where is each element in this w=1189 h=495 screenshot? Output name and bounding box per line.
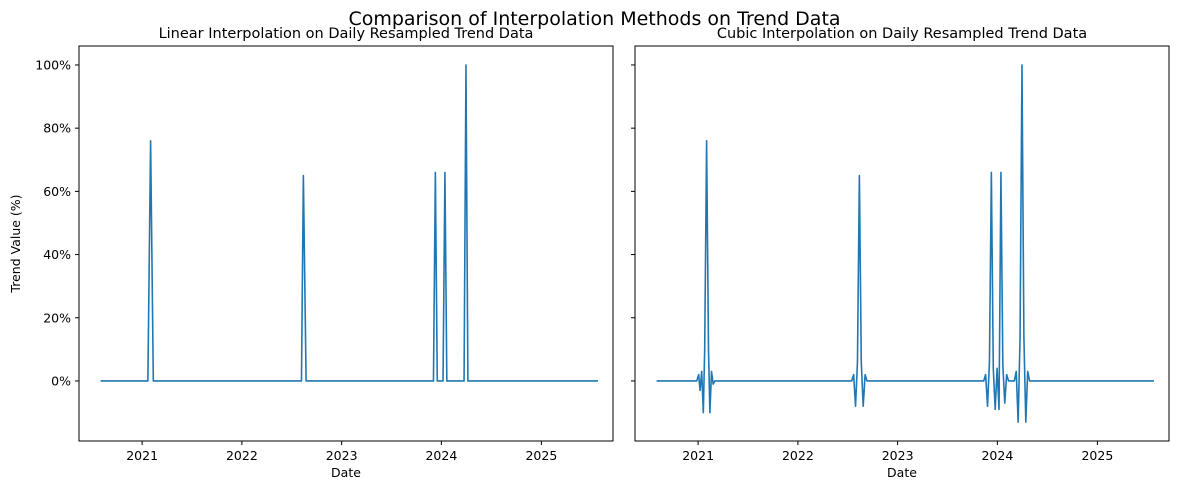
axes-frame [634,45,1170,442]
x-tick-label: 2025 [1081,448,1113,463]
x-tick-label: 2021 [682,448,714,463]
chart-panel-1: 2021 2022 2023 2024 2025 0% 20% 40% 60% 80% 100% Li… [8,26,614,480]
plots: 2021 2022 2023 2024 2025 0% 20% 40% 60% 80% 100% Li… [8,26,1170,480]
chart-title: Cubic Interpolation on Daily Resampled T… [717,26,1087,42]
axes-frame [78,45,614,442]
series-line-1 [100,64,598,382]
series-line-1 [656,64,1154,423]
x-tick-label: 2023 [326,448,358,463]
y-tick-label: 20% [43,310,71,325]
chart-panel-2: 2021 2022 2023 2024 2025 Cubic Interpolation … [631,26,1170,480]
x-tick-label: 2024 [425,448,457,463]
y-tick-label: 0% [51,373,71,388]
x-tick-label: 2025 [525,448,557,463]
x-tick-label: 2024 [981,448,1013,463]
chart-title: Linear Interpolation on Daily Resampled … [159,26,534,42]
x-tick-label: 2023 [882,448,914,463]
y-tick-label: 80% [43,121,71,136]
y-tick-label: 60% [43,184,71,199]
figure-suptitle: Comparison of Interpolation Methods on T… [348,8,840,30]
y-axis-label: Trend Value (%) [8,194,23,293]
x-axis-label: Date [331,465,361,480]
x-tick-label: 2022 [226,448,258,463]
y-tick-label: 40% [43,247,71,262]
y-tick-label: 100% [35,57,71,72]
x-tick-label: 2022 [782,448,814,463]
x-tick-label: 2021 [126,448,158,463]
x-axis-label: Date [887,465,917,480]
